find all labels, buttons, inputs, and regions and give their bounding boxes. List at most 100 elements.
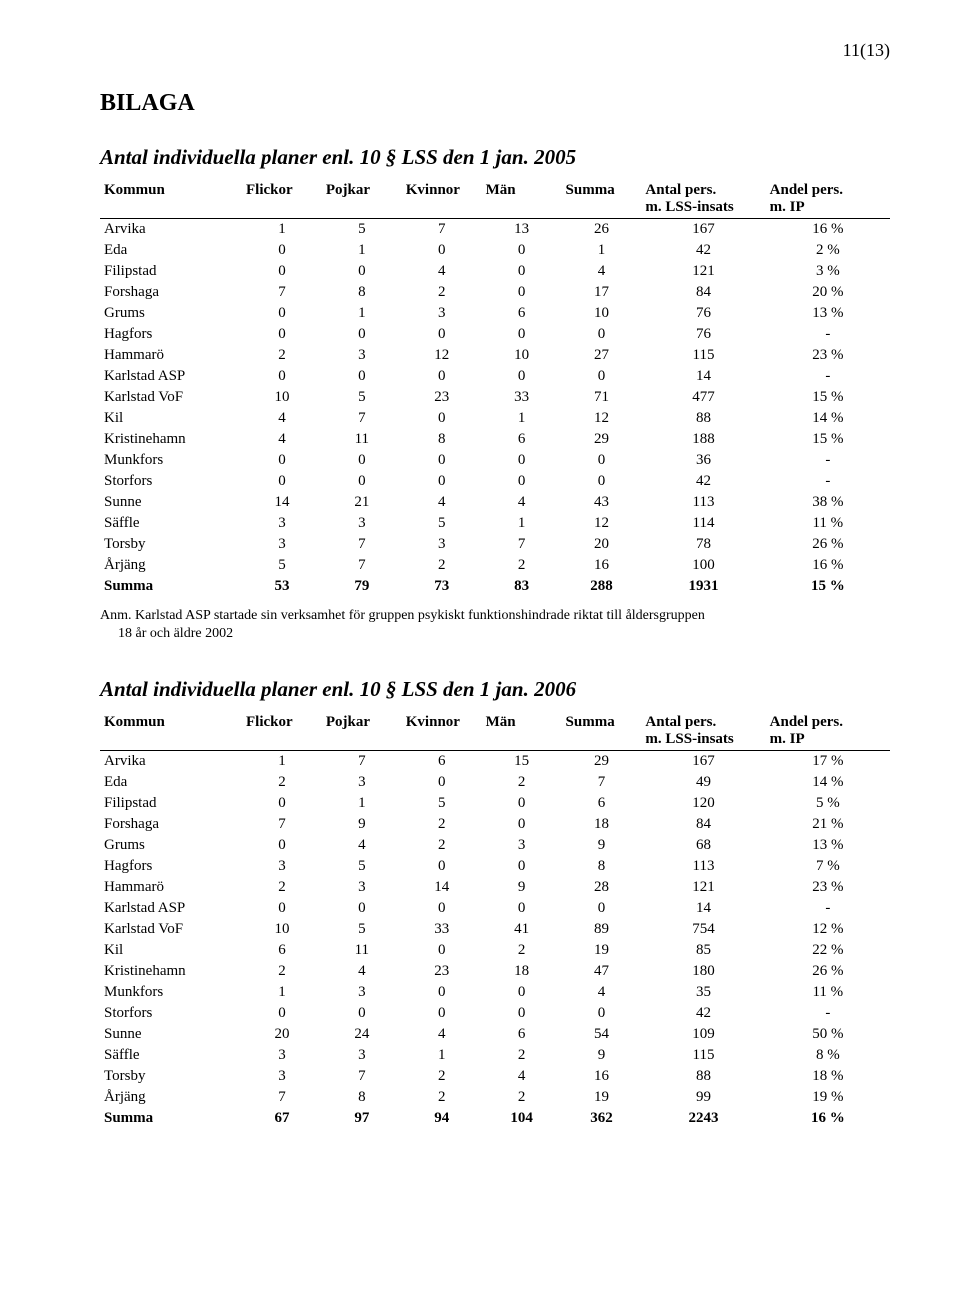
cell-kommun: Arvika (100, 751, 242, 773)
table-row: Storfors0000042- (100, 1003, 890, 1024)
cell-value: 167 (641, 219, 765, 241)
cell-value: 0 (482, 324, 562, 345)
cell-value: 4 (402, 261, 482, 282)
cell-value: 3 (482, 835, 562, 856)
cell-kommun: Munkfors (100, 450, 242, 471)
cell-value: 188 (641, 429, 765, 450)
cell-kommun: Säffle (100, 513, 242, 534)
cell-kommun: Munkfors (100, 982, 242, 1003)
cell-andel: 16 % (766, 1108, 890, 1129)
cell-value: 0 (482, 982, 562, 1003)
cell-value: 47 (562, 961, 642, 982)
cell-value: 28 (562, 877, 642, 898)
cell-value: 2 (402, 555, 482, 576)
cell-value: 104 (482, 1108, 562, 1129)
table-2006-header: Kommun Flickor Pojkar Kvinnor Män Summa (100, 712, 890, 751)
cell-value: 11 (322, 429, 402, 450)
cell-value: 0 (562, 450, 642, 471)
cell-andel: - (766, 471, 890, 492)
header-label: m. LSS-insats (645, 731, 733, 747)
col-andel-pers: Andel pers. m. IP (766, 712, 890, 751)
cell-andel: 26 % (766, 534, 890, 555)
cell-andel: 17 % (766, 751, 890, 773)
col-andel-pers: Andel pers. m. IP (766, 180, 890, 219)
cell-value: 0 (562, 1003, 642, 1024)
cell-kommun: Karlstad ASP (100, 898, 242, 919)
cell-value: 41 (482, 919, 562, 940)
table-row: Säffle33511211411 % (100, 513, 890, 534)
table-row: Eda01001422 % (100, 240, 890, 261)
cell-value: 2243 (641, 1108, 765, 1129)
cell-value: 6 (242, 940, 322, 961)
cell-andel: 23 % (766, 877, 890, 898)
cell-value: 2 (482, 772, 562, 793)
table-row: Arvika176152916717 % (100, 751, 890, 773)
cell-value: 0 (482, 898, 562, 919)
table-row: Kristinehamn2423184718026 % (100, 961, 890, 982)
cell-value: 1 (242, 982, 322, 1003)
cell-value: 35 (641, 982, 765, 1003)
table-row: Karlstad VoF10533418975412 % (100, 919, 890, 940)
cell-value: 113 (641, 492, 765, 513)
header-label: Flickor (246, 182, 293, 198)
table-row: Årjäng57221610016 % (100, 555, 890, 576)
cell-value: 3 (322, 877, 402, 898)
cell-value: 115 (641, 345, 765, 366)
cell-value: 288 (562, 576, 642, 597)
col-summa: Summa (562, 712, 642, 751)
cell-andel: 19 % (766, 1087, 890, 1108)
cell-kommun: Hagfors (100, 856, 242, 877)
cell-value: 3 (322, 772, 402, 793)
cell-andel: - (766, 324, 890, 345)
header-label: Andel pers. (770, 182, 843, 198)
cell-value: 7 (322, 555, 402, 576)
cell-value: 0 (482, 366, 562, 387)
cell-value: 19 (562, 940, 642, 961)
cell-value: 6 (562, 793, 642, 814)
cell-andel: 12 % (766, 919, 890, 940)
cell-value: 54 (562, 1024, 642, 1045)
cell-value: 0 (242, 793, 322, 814)
cell-value: 0 (402, 982, 482, 1003)
footnote: Anm. Karlstad ASP startade sin verksamhe… (100, 607, 890, 643)
cell-value: 0 (322, 471, 402, 492)
cell-kommun: Kil (100, 940, 242, 961)
cell-value: 11 (322, 940, 402, 961)
header-label: Kvinnor (406, 182, 460, 198)
cell-andel: 14 % (766, 772, 890, 793)
table-row: Filipstad004041213 % (100, 261, 890, 282)
cell-value: 49 (641, 772, 765, 793)
cell-andel: 2 % (766, 240, 890, 261)
cell-value: 36 (641, 450, 765, 471)
table-row: Torsby3737207826 % (100, 534, 890, 555)
cell-value: 9 (482, 877, 562, 898)
cell-kommun: Karlstad ASP (100, 366, 242, 387)
cell-value: 0 (322, 450, 402, 471)
cell-value: 4 (322, 835, 402, 856)
table-2005-body: Arvika157132616716 %Eda01001422 %Filipst… (100, 219, 890, 598)
cell-value: 14 (402, 877, 482, 898)
cell-kommun: Hammarö (100, 877, 242, 898)
cell-value: 9 (562, 835, 642, 856)
cell-value: 0 (322, 324, 402, 345)
cell-kommun: Sunne (100, 1024, 242, 1045)
cell-andel: 15 % (766, 387, 890, 408)
cell-value: 29 (562, 429, 642, 450)
cell-value: 5 (322, 387, 402, 408)
table1-title: Antal individuella planer enl. 10 § LSS … (100, 145, 890, 170)
cell-value: 167 (641, 751, 765, 773)
cell-value: 88 (641, 1066, 765, 1087)
cell-value: 3 (322, 345, 402, 366)
cell-value: 2 (242, 772, 322, 793)
col-kvinnor: Kvinnor (402, 712, 482, 751)
cell-value: 10 (242, 919, 322, 940)
cell-kommun: Summa (100, 576, 242, 597)
cell-value: 0 (402, 408, 482, 429)
cell-value: 89 (562, 919, 642, 940)
cell-kommun: Forshaga (100, 814, 242, 835)
cell-kommun: Eda (100, 240, 242, 261)
cell-value: 5 (402, 793, 482, 814)
cell-kommun: Karlstad VoF (100, 919, 242, 940)
col-pojkar: Pojkar (322, 712, 402, 751)
cell-value: 76 (641, 303, 765, 324)
